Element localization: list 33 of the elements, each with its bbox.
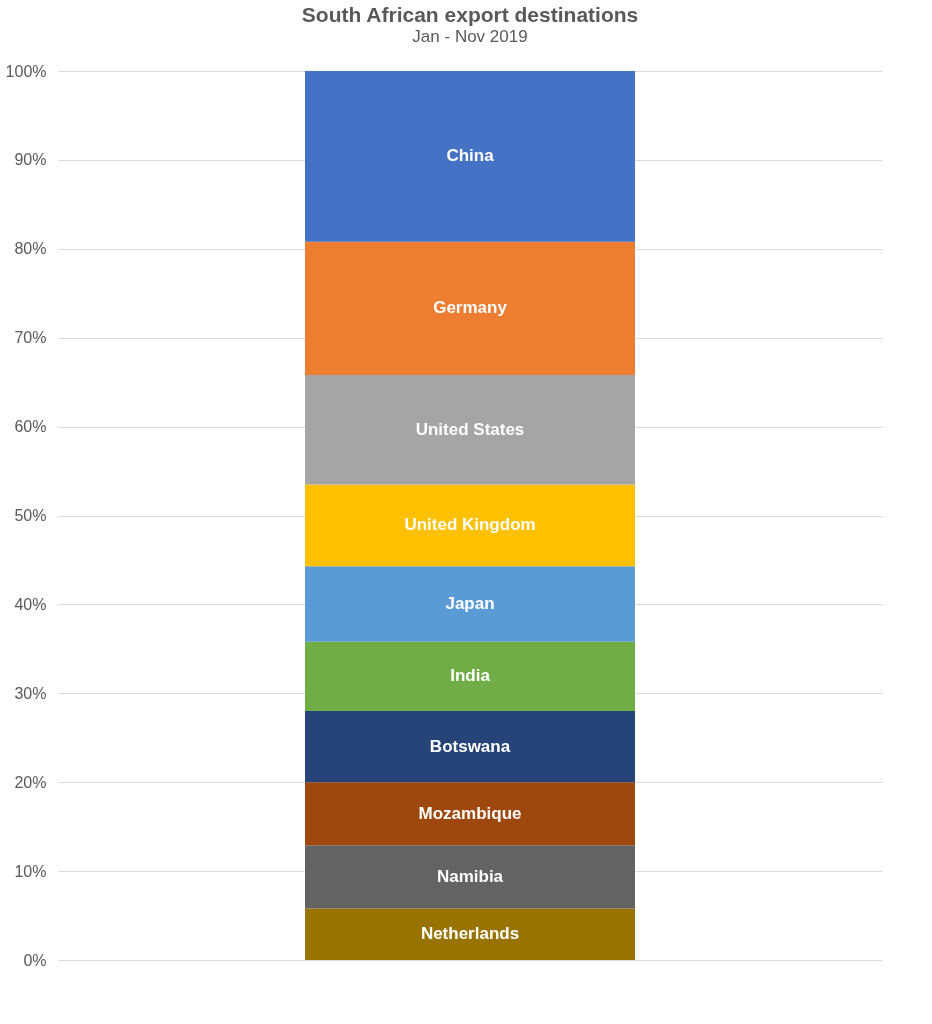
- bar: [305, 375, 635, 485]
- chart-title: South African export destinations: [301, 3, 639, 26]
- y-tick-label: 90%: [14, 151, 47, 169]
- y-tick-label: 20%: [14, 773, 47, 791]
- bar: [305, 241, 635, 376]
- y-tick-label: 40%: [14, 595, 47, 613]
- bar: [305, 71, 635, 242]
- series-label: United Kingdom: [404, 515, 536, 535]
- bar: [305, 641, 635, 712]
- bar: [305, 484, 635, 567]
- y-tick-label: 30%: [14, 684, 47, 702]
- chart-subtitle: Jan - Nov 2019: [412, 27, 528, 46]
- bar: [305, 845, 635, 909]
- series-label: Namibia: [436, 866, 504, 886]
- bar: [305, 908, 635, 960]
- series-label: Netherlands: [420, 924, 520, 944]
- bar: [305, 566, 635, 642]
- series-label: Botswana: [429, 736, 511, 756]
- series-label: India: [450, 666, 491, 686]
- y-tick-label: 70%: [14, 329, 47, 347]
- series-label: China: [446, 146, 495, 166]
- y-tick-label: 100%: [5, 62, 47, 80]
- y-tick-label: 0%: [23, 951, 47, 969]
- bar: [305, 782, 635, 846]
- series-label: United States: [415, 419, 525, 439]
- series-label: Germany: [433, 298, 508, 318]
- y-tick-label: 50%: [14, 507, 47, 524]
- series-label: Japan: [445, 593, 495, 613]
- y-tick-label: 60%: [14, 418, 47, 436]
- y-tick-label: 80%: [14, 240, 47, 258]
- y-tick-label: 10%: [14, 862, 47, 880]
- series-label: Mozambique: [418, 803, 522, 823]
- bar: [305, 711, 635, 783]
